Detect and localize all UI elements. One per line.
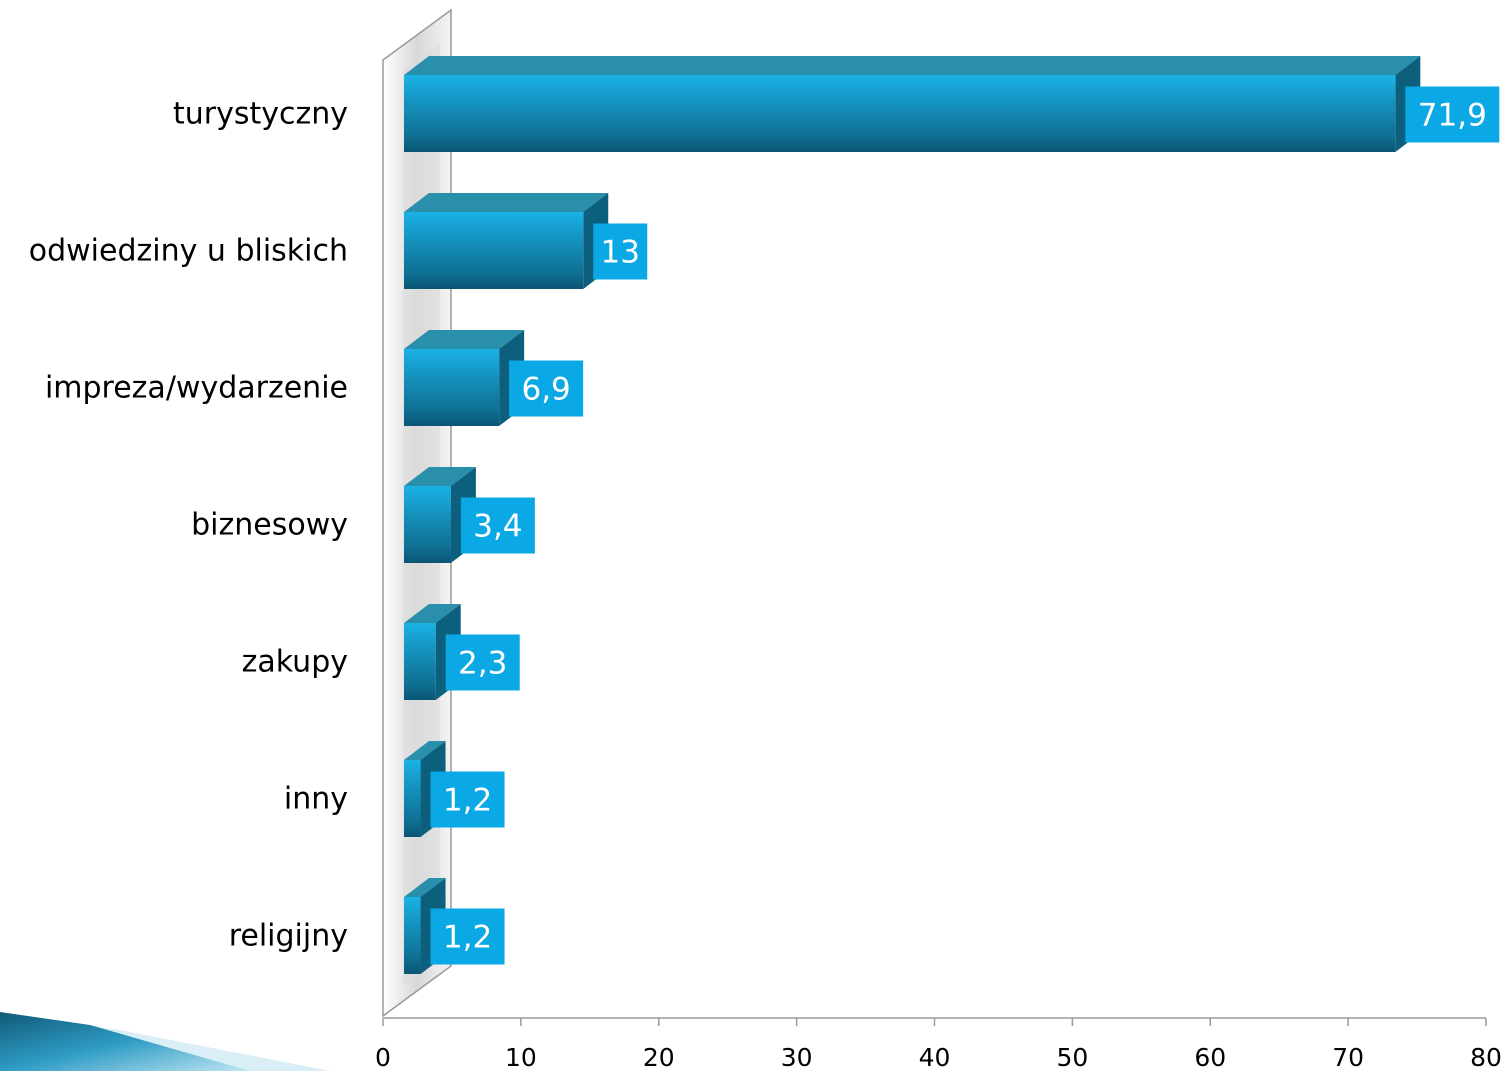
bar-top-face bbox=[404, 56, 1421, 75]
category-label: inny bbox=[284, 782, 348, 817]
data-label: 6,9 bbox=[521, 372, 570, 408]
data-label-box bbox=[445, 634, 520, 691]
bar-top-face bbox=[404, 604, 461, 623]
bar-top-face bbox=[404, 193, 609, 212]
x-tick-label: 30 bbox=[781, 1043, 813, 1071]
bar-top-face bbox=[404, 878, 446, 897]
x-tick-label: 80 bbox=[1470, 1043, 1502, 1071]
x-tick-label: 60 bbox=[1194, 1043, 1226, 1071]
data-label-box bbox=[509, 360, 584, 417]
category-label: impreza/wydarzenie bbox=[45, 371, 348, 406]
x-tick-label: 20 bbox=[643, 1043, 675, 1071]
bar-front-face bbox=[404, 75, 1396, 152]
data-label: 2,3 bbox=[458, 646, 507, 682]
data-label-box bbox=[430, 908, 505, 965]
data-label-box bbox=[430, 771, 505, 828]
bar-top-face bbox=[404, 467, 476, 486]
data-label-box bbox=[593, 223, 648, 280]
bars: 71,9 13 6,9 3,4 2,3 1,2 1,2 bbox=[404, 56, 1500, 974]
bar: 2,3 bbox=[404, 604, 520, 700]
data-label: 1,2 bbox=[443, 783, 492, 819]
bar-front-face bbox=[404, 760, 421, 837]
bar-front-face bbox=[404, 623, 436, 700]
bar: 71,9 bbox=[404, 56, 1500, 152]
x-tick-label: 40 bbox=[919, 1043, 951, 1071]
category-label: odwiedziny u bliskich bbox=[29, 234, 348, 269]
data-label: 3,4 bbox=[473, 509, 522, 545]
category-label: biznesowy bbox=[191, 508, 348, 543]
category-label: turystyczny bbox=[173, 97, 348, 132]
x-axis-ticks: 0 10 20 30 40 50 60 70 80 bbox=[375, 1018, 1502, 1071]
bar: 13 bbox=[404, 193, 648, 289]
data-label-box bbox=[460, 497, 535, 554]
bar-front-face bbox=[404, 349, 500, 426]
category-label: religijny bbox=[229, 919, 348, 954]
bar: 1,2 bbox=[404, 741, 505, 837]
x-tick-label: 50 bbox=[1056, 1043, 1088, 1071]
data-label: 1,2 bbox=[443, 920, 492, 956]
bar: 6,9 bbox=[404, 330, 584, 426]
bar-front-face bbox=[404, 212, 584, 289]
data-label: 71,9 bbox=[1418, 98, 1487, 134]
bar-top-face bbox=[404, 330, 525, 349]
x-tick-label: 10 bbox=[505, 1043, 537, 1071]
data-label-box bbox=[1405, 86, 1500, 143]
data-label: 13 bbox=[601, 235, 640, 271]
bar-top-face bbox=[404, 741, 446, 760]
bar: 1,2 bbox=[404, 878, 505, 974]
corner-decoration bbox=[0, 1012, 330, 1071]
category-labels: turystyczny odwiedziny u bliskich impreza/… bbox=[29, 97, 348, 954]
category-label: zakupy bbox=[242, 645, 348, 680]
bar-front-face bbox=[404, 897, 421, 974]
bar-front-face bbox=[404, 486, 451, 563]
x-tick-label: 70 bbox=[1332, 1043, 1364, 1071]
bar: 3,4 bbox=[404, 467, 535, 563]
x-axis: 0 10 20 30 40 50 60 70 80 bbox=[375, 1017, 1502, 1071]
x-tick-label: 0 bbox=[375, 1043, 391, 1071]
